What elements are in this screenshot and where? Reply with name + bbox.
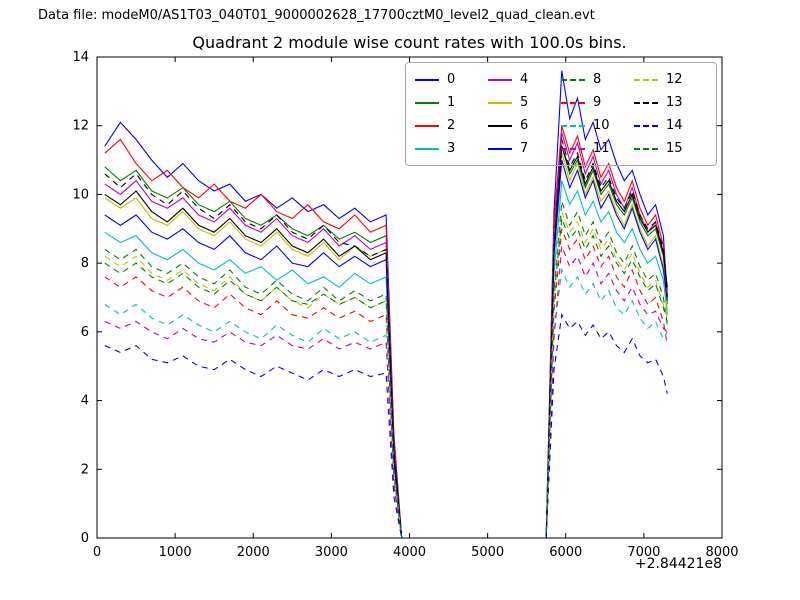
legend-line-sample-5	[488, 101, 512, 104]
x-axis-offset-label: +2.84421e8	[634, 556, 722, 572]
legend-item-15: 15	[634, 142, 707, 155]
y-tick-label: 12	[72, 119, 89, 134]
x-tick-label: 7000	[627, 545, 660, 560]
x-tick-label: 4000	[393, 545, 426, 560]
legend-item-11: 11	[561, 142, 634, 155]
legend-item-12: 12	[634, 73, 707, 86]
legend-label-4: 4	[520, 72, 529, 87]
x-tick-label: 8000	[705, 545, 738, 560]
series-line-13	[104, 139, 668, 539]
legend-label-7: 7	[520, 141, 529, 156]
legend-line-sample-8	[561, 78, 585, 81]
series-line-9	[104, 228, 668, 539]
legend-line-sample-11	[561, 147, 585, 150]
legend-item-13: 13	[634, 96, 707, 109]
legend-item-4: 4	[488, 73, 561, 86]
legend-line-sample-12	[634, 78, 658, 81]
legend-label-9: 9	[593, 95, 602, 110]
legend-line-sample-6	[488, 124, 512, 127]
legend-label-8: 8	[593, 72, 602, 87]
legend-item-14: 14	[634, 119, 707, 132]
y-tick-label: 0	[81, 531, 89, 546]
legend-item-3: 3	[415, 142, 488, 155]
legend-label-15: 15	[666, 141, 683, 156]
legend-item-1: 1	[415, 96, 488, 109]
legend-item-7: 7	[488, 142, 561, 155]
legend-item-2: 2	[415, 119, 488, 132]
legend-line-sample-1	[415, 101, 439, 104]
legend-item-0: 0	[415, 73, 488, 86]
legend-label-2: 2	[447, 118, 456, 133]
legend-line-sample-0	[415, 78, 439, 81]
x-tick-label: 3000	[315, 545, 348, 560]
y-tick-label: 6	[81, 325, 89, 340]
x-tick-label: 0	[93, 545, 101, 560]
legend-line-sample-13	[634, 101, 658, 104]
legend-line-sample-4	[488, 78, 512, 81]
y-tick-label: 8	[81, 256, 89, 271]
legend-label-12: 12	[666, 72, 683, 87]
legend-line-sample-10	[561, 124, 585, 127]
legend-label-13: 13	[666, 95, 683, 110]
legend-item-9: 9	[561, 96, 634, 109]
x-tick-label: 2000	[237, 545, 270, 560]
x-tick-label: 6000	[549, 545, 582, 560]
legend-item-5: 5	[488, 96, 561, 109]
legend-label-10: 10	[593, 118, 610, 133]
legend-label-1: 1	[447, 95, 456, 110]
legend-label-14: 14	[666, 118, 683, 133]
chart-title: Quadrant 2 module wise count rates with …	[192, 33, 627, 52]
legend-line-sample-3	[415, 147, 439, 150]
series-line-15	[104, 218, 668, 539]
y-tick-label: 4	[81, 394, 89, 409]
legend-label-11: 11	[593, 141, 610, 156]
legend-line-sample-15	[634, 147, 658, 150]
legend-item-8: 8	[561, 73, 634, 86]
legend-item-6: 6	[488, 119, 561, 132]
x-tick-label: 1000	[159, 545, 192, 560]
legend-label-3: 3	[447, 141, 456, 156]
data-file-label: Data file: modeM0/AS1T03_040T01_90000026…	[38, 8, 595, 23]
legend-line-sample-14	[634, 124, 658, 127]
legend-item-10: 10	[561, 119, 634, 132]
legend-line-sample-7	[488, 147, 512, 150]
legend-label-5: 5	[520, 95, 529, 110]
legend-label-6: 6	[520, 118, 529, 133]
legend: 0 1 2 3 4 5 6 7 8 9 10 11 12 13 14 15	[405, 62, 717, 166]
x-tick-label: 5000	[471, 545, 504, 560]
legend-line-sample-9	[561, 101, 585, 104]
legend-label-0: 0	[447, 72, 456, 87]
y-tick-label: 10	[72, 187, 89, 202]
x-axis: 0 1000 2000 3000 4000 5000 6000 7000 8000	[93, 57, 739, 560]
legend-line-sample-2	[415, 124, 439, 127]
y-tick-label: 2	[81, 462, 89, 477]
y-tick-label: 14	[72, 50, 89, 65]
